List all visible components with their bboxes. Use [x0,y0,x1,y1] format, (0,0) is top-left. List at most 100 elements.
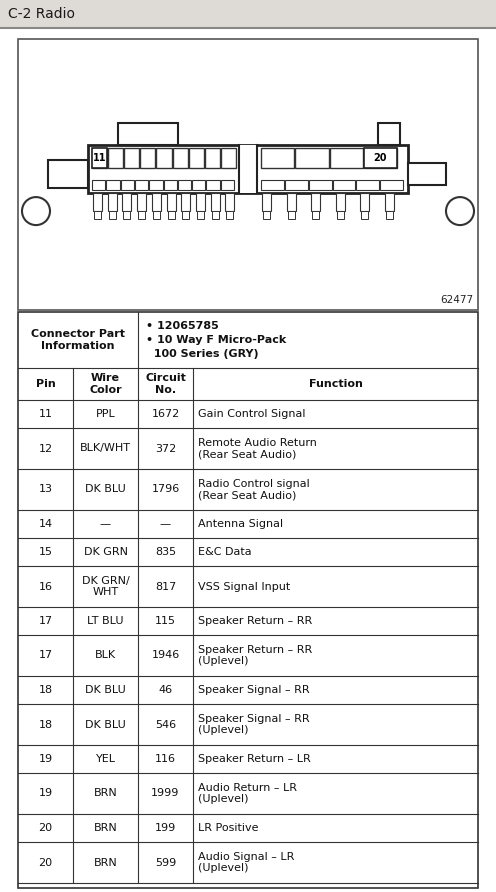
Text: 16: 16 [39,582,53,591]
Bar [206,180,220,190]
Text: YEL: YEL [96,754,116,764]
Bar [164,180,177,190]
Text: 199: 199 [155,823,176,833]
Text: Speaker Return – LR: Speaker Return – LR [198,754,311,764]
Bar [261,180,284,190]
Text: 14: 14 [38,519,53,529]
Text: 1999: 1999 [151,789,180,798]
Bar [18,39,478,310]
Bar [288,211,295,219]
Bar [287,193,296,211]
Text: Audio Return – LR
(Uplevel): Audio Return – LR (Uplevel) [198,782,297,805]
Bar [311,193,320,211]
Bar [123,193,131,211]
Bar [137,193,146,211]
Bar [153,211,160,219]
Text: DK GRN/
WHT: DK GRN/ WHT [82,575,129,598]
Text: E&C Data: E&C Data [198,547,251,557]
Bar [335,193,345,211]
Text: 599: 599 [155,857,176,868]
Bar [262,193,271,211]
Text: BRN: BRN [94,789,118,798]
Text: DK BLU: DK BLU [85,685,126,695]
Text: Speaker Return – RR
(Uplevel): Speaker Return – RR (Uplevel) [198,645,312,666]
Text: 62477: 62477 [440,295,473,305]
Text: Circuit
No.: Circuit No. [145,373,186,395]
Bar [138,211,145,219]
Bar [168,211,175,219]
Text: 116: 116 [155,754,176,764]
Bar [221,148,236,168]
Text: Function: Function [309,379,363,389]
Text: Speaker Signal – RR: Speaker Signal – RR [198,685,310,695]
Bar [225,193,234,211]
Text: BRN: BRN [94,857,118,868]
Text: —: — [160,519,171,529]
Bar [92,180,105,190]
Text: 11: 11 [39,409,53,419]
Bar [384,193,393,211]
Bar [149,180,163,190]
Bar [309,180,331,190]
Text: LR Positive: LR Positive [198,823,258,833]
Circle shape [22,197,50,225]
Text: 1796: 1796 [151,484,180,494]
Bar [178,180,191,190]
Circle shape [446,197,474,225]
Text: 1946: 1946 [151,650,180,660]
Bar [92,148,107,168]
Bar [118,123,178,145]
Text: 546: 546 [155,720,176,730]
Text: 835: 835 [155,547,176,557]
Text: • 12065785: • 12065785 [146,321,219,331]
Bar [108,148,123,168]
Text: 20: 20 [38,857,53,868]
Bar [385,211,392,219]
Bar [140,148,155,168]
Text: Connector Part
Information: Connector Part Information [31,329,125,351]
Bar [196,193,205,211]
Text: Gain Control Signal: Gain Control Signal [198,409,306,419]
Bar [332,180,355,190]
Text: 19: 19 [38,789,53,798]
Bar [106,180,120,190]
Text: DK BLU: DK BLU [85,720,126,730]
Text: C-2 Radio: C-2 Radio [8,7,75,21]
Text: 20: 20 [373,153,387,163]
Bar [356,180,379,190]
Bar [192,180,205,190]
Text: —: — [100,519,111,529]
Bar [378,123,400,145]
Bar [408,163,446,185]
Text: 372: 372 [155,443,176,453]
Text: 115: 115 [155,616,176,626]
Text: 17: 17 [38,650,53,660]
Bar [108,193,117,211]
Text: 46: 46 [158,685,173,695]
Bar [188,148,204,168]
Text: 20: 20 [38,823,53,833]
Text: 18: 18 [38,720,53,730]
Text: 100 Series (GRY): 100 Series (GRY) [146,349,258,359]
Text: BLK: BLK [95,650,116,660]
Text: BRN: BRN [94,823,118,833]
Bar [124,211,130,219]
Text: Speaker Return – RR: Speaker Return – RR [198,616,312,626]
Text: 15: 15 [39,547,53,557]
Bar [261,148,294,168]
Bar [92,148,107,168]
Text: 19: 19 [38,754,53,764]
Bar [221,180,234,190]
Text: DK BLU: DK BLU [85,484,126,494]
Text: Antenna Signal: Antenna Signal [198,519,283,529]
Bar [361,211,368,219]
Bar [173,148,187,168]
Text: 1672: 1672 [151,409,180,419]
Bar [380,180,403,190]
Bar [205,148,220,168]
Bar [48,160,88,188]
Bar [181,193,190,211]
Bar [93,193,102,211]
Bar [167,193,176,211]
Text: 17: 17 [38,616,53,626]
